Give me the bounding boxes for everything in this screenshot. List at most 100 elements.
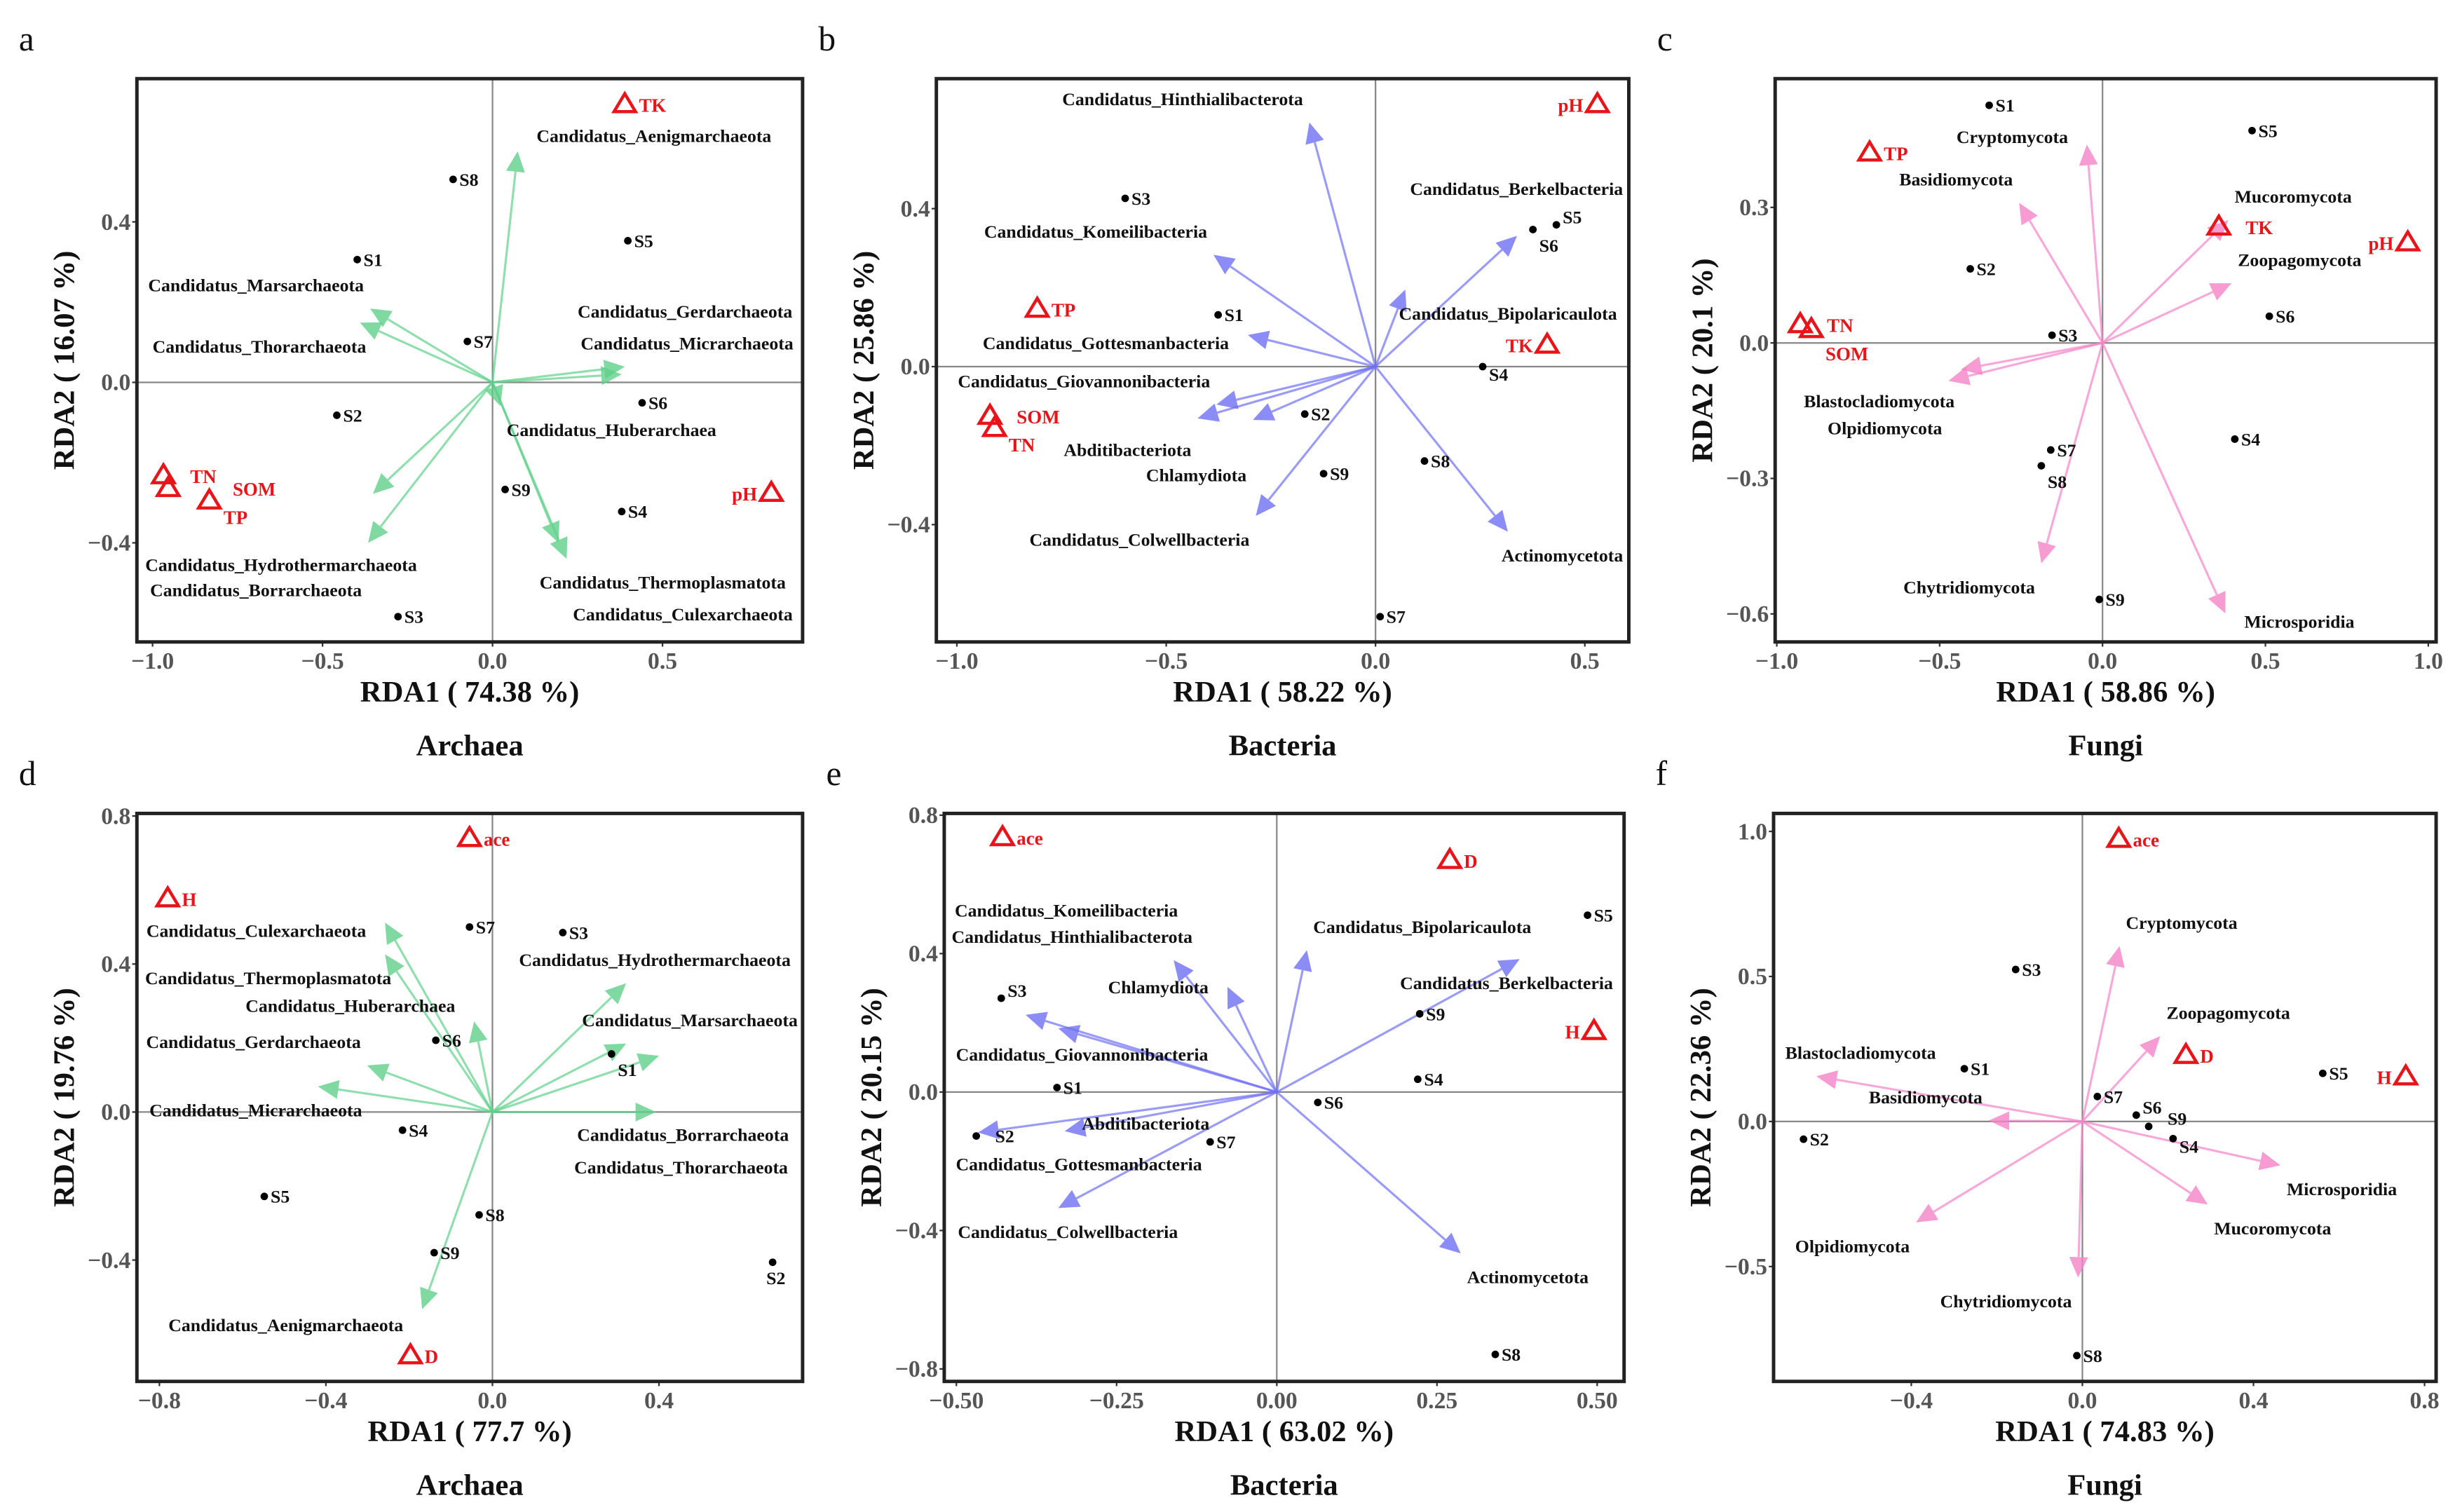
species-arrow-shaft [1230, 265, 1377, 368]
panel-letter: e [827, 754, 842, 793]
site-label: S3 [569, 922, 588, 943]
x-tick-label: 0.5 [1570, 648, 1600, 674]
site-point [2046, 446, 2055, 454]
site-point [624, 237, 632, 245]
species-label: Candidatus_Huberarchaea [507, 420, 716, 440]
env-factor-triangle [1856, 139, 1884, 162]
env-factor-label: TP [224, 507, 247, 528]
panel-d: d −0.8 −0.4 0.0 0.4 0.8 0.4 0.0 −0.4 RDA1 ( 77.7 … [19, 754, 805, 1501]
species-arrowhead [542, 520, 560, 543]
species-arrowhead [1174, 960, 1194, 983]
species-arrowhead [1197, 403, 1220, 422]
site-label: S7 [1387, 607, 1406, 627]
panel-subtitle: Fungi [2067, 1469, 2142, 1501]
y-tick-label: 1.0 [1738, 819, 1767, 845]
species-arrow-shaft [1267, 339, 1376, 368]
site-label: S6 [2142, 1098, 2161, 1118]
species-label: Zoopagomycota [2167, 1003, 2290, 1023]
x-tick-label: −1.0 [935, 648, 978, 674]
x-tick-label: −0.5 [301, 648, 344, 674]
plot-frame [934, 76, 1631, 644]
species-arrow-shaft [2009, 1119, 2083, 1123]
site-label: S9 [1330, 464, 1349, 484]
env-factor-label: TK [2245, 217, 2273, 238]
species-arrowhead [485, 384, 503, 407]
site-point [1552, 221, 1560, 229]
site-point [501, 485, 509, 493]
env-factor-triangle [154, 475, 182, 498]
site-point [997, 994, 1005, 1002]
site-point [2073, 1351, 2081, 1360]
species-label: Zoopagomycota [2238, 250, 2361, 270]
site-point [2144, 1122, 2153, 1131]
species-label: Candidatus_Komeilibacteria [955, 901, 1178, 921]
x-tick-label: 0.5 [2251, 648, 2280, 674]
site-point [2037, 462, 2046, 470]
species-arrow-shaft [1933, 1120, 2083, 1213]
env-factor-triangle [456, 824, 484, 847]
species-label: Candidatus_Micrarchaeota [580, 333, 793, 353]
species-label: Olpidiomycota [1828, 418, 1942, 439]
env-factor-triangle [1786, 311, 1814, 334]
site-point [2132, 1111, 2140, 1119]
species-label: Candidatus_Hydrothermarchaeota [519, 950, 791, 970]
env-factor-label: TN [1009, 435, 1035, 456]
species-arrowhead [1439, 1232, 1461, 1254]
env-factor-label: H [2377, 1068, 2392, 1089]
site-label: S2 [343, 405, 362, 425]
species-label: Candidatus_Aenigmarchaeota [536, 125, 771, 146]
x-axis-title: RDA1 ( 74.83 %) [1995, 1415, 2215, 1448]
species-label: Cryptomycota [2126, 913, 2238, 933]
species-label: Olpidiomycota [1795, 1237, 1910, 1257]
plot-frame [1771, 811, 2438, 1384]
x-tick-label: 0.0 [2088, 648, 2117, 674]
species-arrow-shaft [2046, 342, 2104, 544]
species-label: Candidatus_Giovannonibacteria [958, 371, 1210, 391]
env-factor-triangle [2392, 1063, 2420, 1086]
species-arrow-shaft [1271, 365, 1376, 413]
species-arrowhead [1988, 1111, 2010, 1131]
species-label: Blastocladiomycota [1804, 391, 1954, 411]
y-tick-label: −0.6 [1726, 601, 1769, 627]
species-arrow-shaft [386, 1071, 494, 1113]
site-label: S8 [1431, 451, 1450, 472]
site-point [1420, 457, 1429, 465]
site-label: S8 [459, 170, 478, 190]
species-label: Actinomycetota [1467, 1267, 1589, 1288]
species-label: Candidatus_Huberarchaea [245, 996, 455, 1016]
site-label: S3 [2058, 325, 2077, 346]
y-axis-title: RDA2 ( 20.15 %) [855, 988, 888, 1207]
species-arrowhead [1389, 290, 1407, 313]
species-label: Candidatus_Thermoplasmatota [540, 573, 786, 593]
species-arrowhead [1916, 1204, 1939, 1222]
species-arrow-shaft [1084, 1091, 1277, 1129]
site-label: S5 [634, 231, 653, 251]
x-tick-label: 0.25 [1416, 1388, 1457, 1414]
species-arrow-shaft [394, 939, 494, 1113]
site-point [1121, 194, 1129, 203]
site-point [1478, 362, 1487, 371]
site-label: S5 [271, 1187, 290, 1207]
panel-letter: b [818, 20, 836, 58]
site-label: S8 [485, 1205, 504, 1225]
site-label: S3 [1131, 189, 1150, 209]
species-arrow-shaft [1375, 249, 1503, 368]
species-arrow-shaft [379, 381, 494, 528]
site-point [2095, 595, 2103, 604]
species-arrowhead [1948, 367, 1971, 386]
y-tick-label: 0.0 [1739, 330, 1769, 356]
site-point [2248, 126, 2256, 135]
species-label: Microsporidia [2287, 1179, 2397, 1199]
y-tick-label: −0.4 [895, 1218, 938, 1244]
species-arrowhead [1227, 986, 1245, 1009]
plot-frame [942, 811, 1626, 1384]
x-axis-title: RDA1 ( 58.22 %) [1173, 676, 1392, 709]
env-factor-triangle [196, 486, 223, 510]
plot-frame [135, 811, 805, 1384]
env-factor-label: SOM [1825, 343, 1868, 365]
env-factor-label: H [182, 890, 196, 911]
site-point [1491, 1350, 1499, 1358]
site-label: S5 [1594, 906, 1613, 926]
site-label: S4 [1489, 365, 1508, 385]
species-arrowhead [2019, 203, 2038, 226]
